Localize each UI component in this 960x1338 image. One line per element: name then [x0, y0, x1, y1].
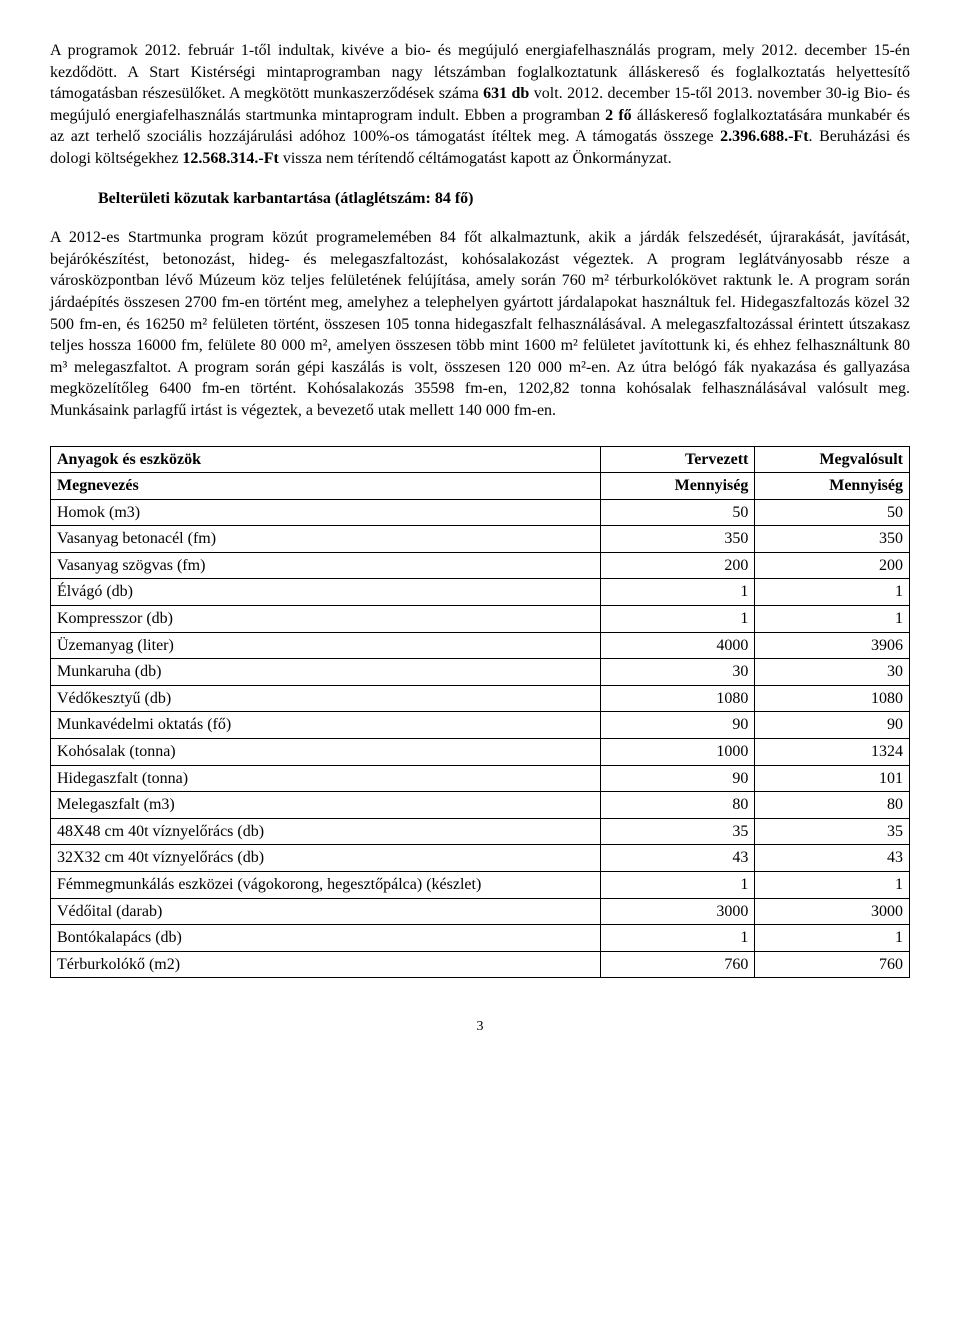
page-number: 3 [50, 1018, 910, 1037]
cell-name: Kohósalak (tonna) [51, 739, 601, 766]
cell-name: Kompresszor (db) [51, 606, 601, 633]
cell-name: Élvágó (db) [51, 579, 601, 606]
table-row: Munkaruha (db)3030 [51, 659, 910, 686]
cell-plan: 30 [600, 659, 755, 686]
cell-plan: 1000 [600, 739, 755, 766]
cell-plan: 1080 [600, 685, 755, 712]
cell-plan: 50 [600, 499, 755, 526]
table-header-row-1: Anyagok és eszközök Tervezett Megvalósul… [51, 446, 910, 473]
header-mennyiseg-plan: Mennyiség [600, 473, 755, 500]
header-megnevezes: Megnevezés [51, 473, 601, 500]
bold-value: 2.396.688.-Ft [720, 128, 808, 145]
cell-plan: 4000 [600, 632, 755, 659]
cell-real: 80 [755, 792, 910, 819]
cell-name: Fémmegmunkálás eszközei (vágokorong, heg… [51, 872, 601, 899]
header-anyagok: Anyagok és eszközök [51, 446, 601, 473]
cell-name: Térburkolókő (m2) [51, 951, 601, 978]
cell-real: 30 [755, 659, 910, 686]
header-megvalosult: Megvalósult [755, 446, 910, 473]
cell-name: 32X32 cm 40t víznyelőrács (db) [51, 845, 601, 872]
materials-table: Anyagok és eszközök Tervezett Megvalósul… [50, 446, 910, 979]
table-row: 48X48 cm 40t víznyelőrács (db)3535 [51, 818, 910, 845]
table-row: Térburkolókő (m2)760760 [51, 951, 910, 978]
table-row: Homok (m3)5050 [51, 499, 910, 526]
cell-plan: 35 [600, 818, 755, 845]
table-row: Melegaszfalt (m3)8080 [51, 792, 910, 819]
table-row: Bontókalapács (db)11 [51, 925, 910, 952]
cell-plan: 1 [600, 872, 755, 899]
cell-real: 1 [755, 872, 910, 899]
cell-real: 43 [755, 845, 910, 872]
cell-plan: 43 [600, 845, 755, 872]
cell-name: Üzemanyag (liter) [51, 632, 601, 659]
cell-plan: 760 [600, 951, 755, 978]
cell-plan: 200 [600, 552, 755, 579]
bold-value: 2 fő [605, 107, 632, 124]
cell-real: 1080 [755, 685, 910, 712]
cell-name: Munkavédelmi oktatás (fő) [51, 712, 601, 739]
cell-real: 50 [755, 499, 910, 526]
cell-real: 101 [755, 765, 910, 792]
table-row: Kohósalak (tonna)10001324 [51, 739, 910, 766]
header-mennyiseg-real: Mennyiség [755, 473, 910, 500]
cell-name: Vasanyag betonacél (fm) [51, 526, 601, 553]
cell-name: Védőital (darab) [51, 898, 601, 925]
header-tervezett: Tervezett [600, 446, 755, 473]
paragraph-1: A programok 2012. február 1-től indultak… [50, 40, 910, 170]
cell-real: 3906 [755, 632, 910, 659]
cell-real: 760 [755, 951, 910, 978]
table-row: Védőital (darab)30003000 [51, 898, 910, 925]
text: vissza nem térítendő céltámogatást kapot… [279, 150, 672, 167]
cell-real: 1324 [755, 739, 910, 766]
bold-value: 631 db [483, 85, 529, 102]
cell-real: 350 [755, 526, 910, 553]
cell-real: 200 [755, 552, 910, 579]
cell-plan: 350 [600, 526, 755, 553]
cell-real: 1 [755, 579, 910, 606]
cell-name: Melegaszfalt (m3) [51, 792, 601, 819]
cell-real: 35 [755, 818, 910, 845]
table-row: Vasanyag szögvas (fm)200200 [51, 552, 910, 579]
cell-name: 48X48 cm 40t víznyelőrács (db) [51, 818, 601, 845]
cell-real: 90 [755, 712, 910, 739]
cell-plan: 90 [600, 712, 755, 739]
cell-name: Munkaruha (db) [51, 659, 601, 686]
cell-real: 3000 [755, 898, 910, 925]
section-title: Belterületi közutak karbantartása (átlag… [50, 188, 910, 210]
cell-plan: 80 [600, 792, 755, 819]
table-row: Kompresszor (db)11 [51, 606, 910, 633]
bold-value: 12.568.314.-Ft [182, 150, 278, 167]
table-header-row-2: Megnevezés Mennyiség Mennyiség [51, 473, 910, 500]
cell-name: Homok (m3) [51, 499, 601, 526]
table-row: Munkavédelmi oktatás (fő)9090 [51, 712, 910, 739]
cell-plan: 1 [600, 579, 755, 606]
cell-name: Bontókalapács (db) [51, 925, 601, 952]
cell-name: Védőkesztyű (db) [51, 685, 601, 712]
table-row: Hidegaszfalt (tonna)90101 [51, 765, 910, 792]
table-row: Vasanyag betonacél (fm)350350 [51, 526, 910, 553]
cell-plan: 3000 [600, 898, 755, 925]
cell-plan: 1 [600, 925, 755, 952]
cell-plan: 1 [600, 606, 755, 633]
table-row: 32X32 cm 40t víznyelőrács (db)4343 [51, 845, 910, 872]
cell-name: Vasanyag szögvas (fm) [51, 552, 601, 579]
table-row: Élvágó (db)11 [51, 579, 910, 606]
table-row: Fémmegmunkálás eszközei (vágokorong, heg… [51, 872, 910, 899]
cell-name: Hidegaszfalt (tonna) [51, 765, 601, 792]
table-row: Üzemanyag (liter)40003906 [51, 632, 910, 659]
cell-plan: 90 [600, 765, 755, 792]
paragraph-2: A 2012-es Startmunka program közút progr… [50, 227, 910, 421]
cell-real: 1 [755, 925, 910, 952]
cell-real: 1 [755, 606, 910, 633]
table-row: Védőkesztyű (db)10801080 [51, 685, 910, 712]
